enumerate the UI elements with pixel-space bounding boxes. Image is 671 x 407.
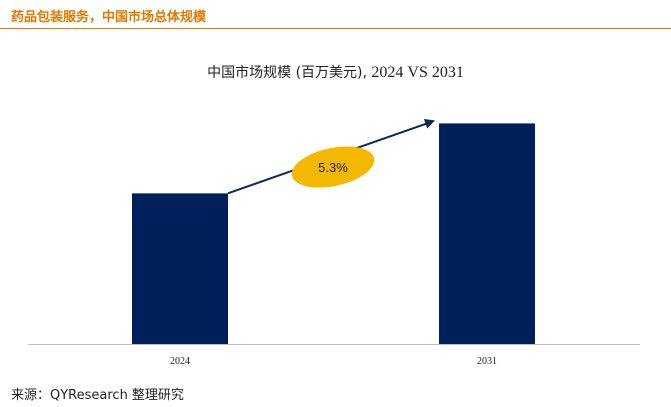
bar-2024 bbox=[132, 193, 228, 344]
bar-2031 bbox=[439, 123, 535, 344]
chart-title: 中国市场规模 (百万美元), 2024 VS 2031 bbox=[0, 62, 671, 82]
chart-title-text: 中国市场规模 (百万美元), bbox=[207, 65, 367, 81]
growth-arrow-head bbox=[423, 119, 435, 129]
growth-label-text: 5.3% bbox=[318, 160, 348, 175]
source-note: 来源：QYResearch 整理研究 bbox=[11, 388, 184, 403]
chart-title-years: 2024 VS 2031 bbox=[371, 64, 464, 81]
x-tick-label-2024: 2024 bbox=[170, 356, 190, 367]
x-tick-label-2031: 2031 bbox=[477, 356, 497, 367]
growth-label-badge bbox=[291, 146, 375, 188]
header-divider bbox=[0, 28, 671, 29]
page-header-title: 药品包装服务，中国市场总体规模 bbox=[11, 10, 207, 25]
